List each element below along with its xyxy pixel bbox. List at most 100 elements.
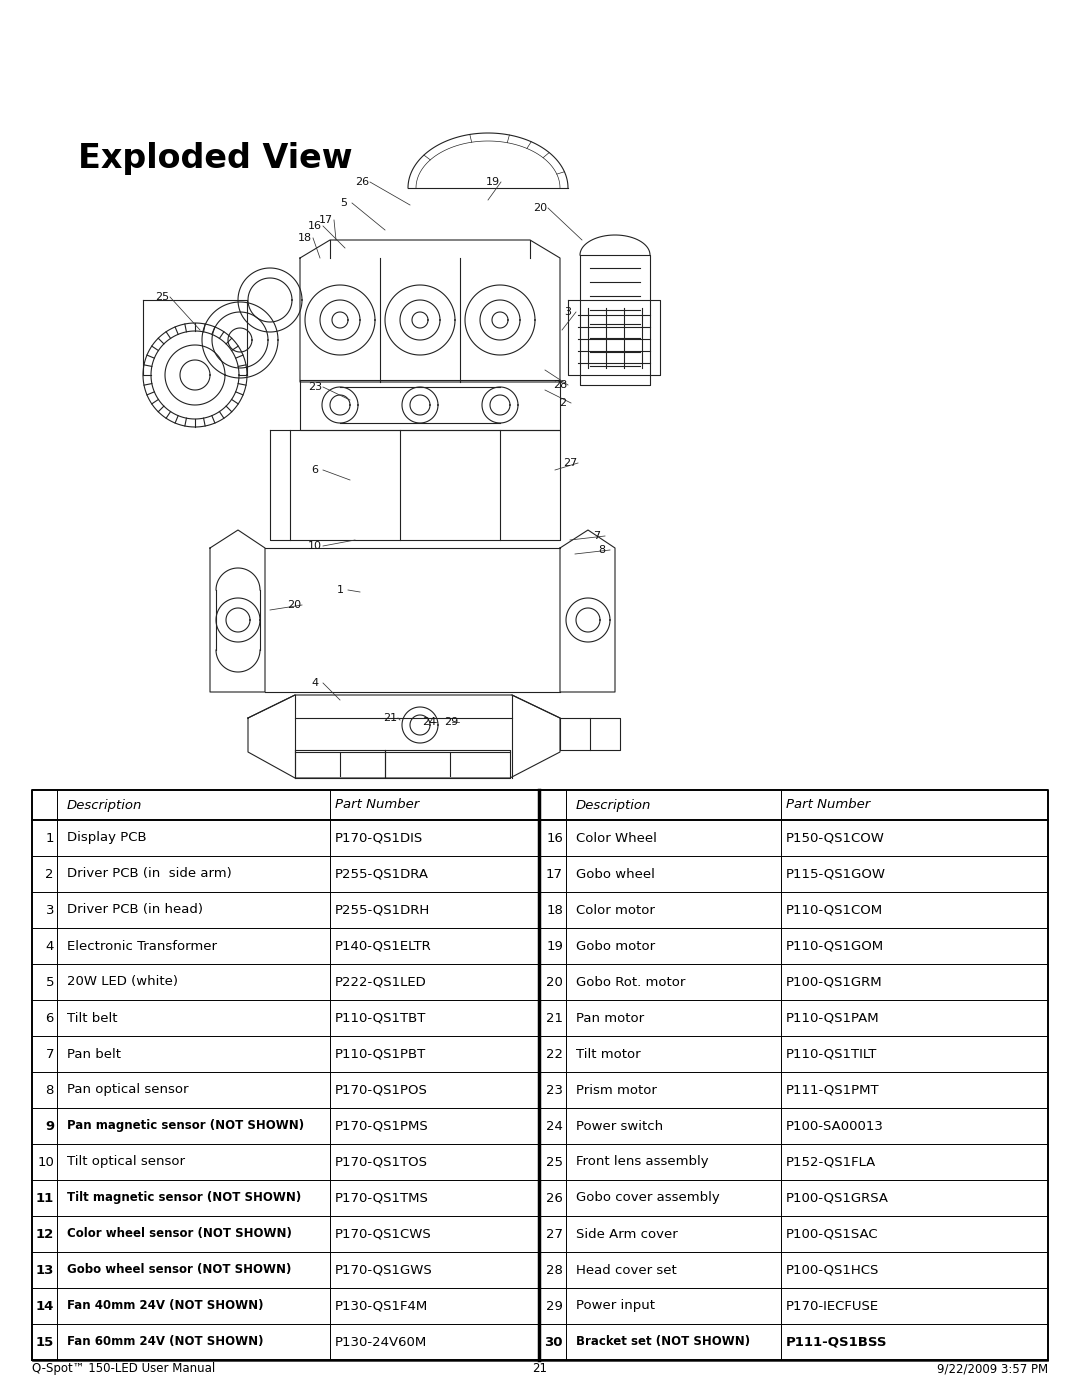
- Text: Power input: Power input: [576, 1299, 654, 1313]
- Text: Tilt motor: Tilt motor: [576, 1048, 640, 1060]
- Text: P110-QS1GOM: P110-QS1GOM: [786, 940, 885, 953]
- Text: P110-QS1PBT: P110-QS1PBT: [335, 1048, 427, 1060]
- Text: Description: Description: [576, 799, 651, 812]
- Text: 2: 2: [559, 398, 567, 408]
- Text: 5: 5: [45, 975, 54, 989]
- Text: Side Arm cover: Side Arm cover: [576, 1228, 678, 1241]
- Text: 20W LED (white): 20W LED (white): [67, 975, 178, 989]
- Text: 1: 1: [45, 831, 54, 845]
- Text: 11: 11: [36, 1192, 54, 1204]
- Text: 16: 16: [546, 831, 563, 845]
- Text: P150-QS1COW: P150-QS1COW: [786, 831, 885, 845]
- Text: 25: 25: [154, 292, 170, 302]
- Text: P170-QS1CWS: P170-QS1CWS: [335, 1228, 432, 1241]
- Text: 29: 29: [444, 717, 458, 726]
- Text: P170-QS1TOS: P170-QS1TOS: [335, 1155, 428, 1168]
- Text: 26: 26: [546, 1192, 563, 1204]
- Text: Driver PCB (in  side arm): Driver PCB (in side arm): [67, 868, 232, 880]
- Text: Gobo motor: Gobo motor: [576, 940, 656, 953]
- Text: Fan 60mm 24V (NOT SHOWN): Fan 60mm 24V (NOT SHOWN): [67, 1336, 264, 1348]
- Text: Driver PCB (in head): Driver PCB (in head): [67, 904, 203, 916]
- Text: Gobo cover assembly: Gobo cover assembly: [576, 1192, 719, 1204]
- Text: Gobo wheel sensor (NOT SHOWN): Gobo wheel sensor (NOT SHOWN): [67, 1263, 292, 1277]
- Text: P170-QS1GWS: P170-QS1GWS: [335, 1263, 433, 1277]
- Text: Color Wheel: Color Wheel: [576, 831, 657, 845]
- Text: 24: 24: [546, 1119, 563, 1133]
- Text: 17: 17: [319, 215, 333, 225]
- Text: 20: 20: [532, 203, 548, 212]
- Text: P255-QS1DRA: P255-QS1DRA: [335, 868, 429, 880]
- Text: 21: 21: [546, 1011, 563, 1024]
- Text: 18: 18: [298, 233, 312, 243]
- Text: 28: 28: [546, 1263, 563, 1277]
- Text: 10: 10: [37, 1155, 54, 1168]
- Text: Gobo Rot. motor: Gobo Rot. motor: [576, 975, 686, 989]
- Text: Exploded View: Exploded View: [78, 142, 353, 175]
- Text: P130-QS1F4M: P130-QS1F4M: [335, 1299, 429, 1313]
- Text: 7: 7: [45, 1048, 54, 1060]
- Text: Description: Description: [67, 799, 143, 812]
- Text: 30: 30: [544, 1336, 563, 1348]
- Text: Tilt belt: Tilt belt: [67, 1011, 118, 1024]
- Text: Q-Spot™ 150-LED User Manual: Q-Spot™ 150-LED User Manual: [32, 1362, 215, 1375]
- Text: P110-QS1TILT: P110-QS1TILT: [786, 1048, 877, 1060]
- Text: 18: 18: [546, 904, 563, 916]
- Text: 8: 8: [598, 545, 606, 555]
- Text: P100-QS1SAC: P100-QS1SAC: [786, 1228, 879, 1241]
- Text: Pan magnetic sensor (NOT SHOWN): Pan magnetic sensor (NOT SHOWN): [67, 1119, 305, 1133]
- Text: P222-QS1LED: P222-QS1LED: [335, 975, 427, 989]
- Text: 1: 1: [337, 585, 343, 595]
- Text: Pan motor: Pan motor: [576, 1011, 644, 1024]
- Text: 24: 24: [422, 717, 436, 726]
- Text: Bracket set (NOT SHOWN): Bracket set (NOT SHOWN): [576, 1336, 751, 1348]
- Text: 9: 9: [45, 1119, 54, 1133]
- Text: P111-QS1BSS: P111-QS1BSS: [786, 1336, 888, 1348]
- Text: P100-QS1GRSA: P100-QS1GRSA: [786, 1192, 889, 1204]
- Text: Power switch: Power switch: [576, 1119, 663, 1133]
- Text: 21: 21: [532, 1362, 548, 1375]
- Text: P255-QS1DRH: P255-QS1DRH: [335, 904, 430, 916]
- Text: P111-QS1PMT: P111-QS1PMT: [786, 1084, 879, 1097]
- Text: 19: 19: [546, 940, 563, 953]
- Text: P130-24V60M: P130-24V60M: [335, 1336, 428, 1348]
- Text: Tilt optical sensor: Tilt optical sensor: [67, 1155, 185, 1168]
- Text: 13: 13: [36, 1263, 54, 1277]
- Text: 17: 17: [546, 868, 563, 880]
- Text: Color wheel sensor (NOT SHOWN): Color wheel sensor (NOT SHOWN): [67, 1228, 292, 1241]
- Text: P170-QS1POS: P170-QS1POS: [335, 1084, 428, 1097]
- Text: 28: 28: [553, 380, 567, 390]
- Text: P170-QS1TMS: P170-QS1TMS: [335, 1192, 429, 1204]
- Text: 3: 3: [45, 904, 54, 916]
- Text: P110-QS1PAM: P110-QS1PAM: [786, 1011, 879, 1024]
- Text: 27: 27: [563, 458, 577, 468]
- Text: 12: 12: [36, 1228, 54, 1241]
- Text: Tilt magnetic sensor (NOT SHOWN): Tilt magnetic sensor (NOT SHOWN): [67, 1192, 301, 1204]
- Text: 22: 22: [546, 1048, 563, 1060]
- Text: 2: 2: [45, 868, 54, 880]
- Text: Part Number: Part Number: [786, 799, 870, 812]
- Text: Display PCB: Display PCB: [67, 831, 147, 845]
- Text: 23: 23: [546, 1084, 563, 1097]
- Text: 4: 4: [311, 678, 319, 687]
- Text: 14: 14: [36, 1299, 54, 1313]
- Text: Pan optical sensor: Pan optical sensor: [67, 1084, 189, 1097]
- Text: 21: 21: [383, 712, 397, 724]
- Text: 20: 20: [546, 975, 563, 989]
- Text: P170-IECFUSE: P170-IECFUSE: [786, 1299, 879, 1313]
- Text: P100-SA00013: P100-SA00013: [786, 1119, 883, 1133]
- Text: 23: 23: [308, 381, 322, 393]
- Text: 8: 8: [45, 1084, 54, 1097]
- Text: 7: 7: [593, 531, 600, 541]
- Text: 19: 19: [486, 177, 500, 187]
- Text: Prism motor: Prism motor: [576, 1084, 657, 1097]
- Text: Fan 40mm 24V (NOT SHOWN): Fan 40mm 24V (NOT SHOWN): [67, 1299, 264, 1313]
- Text: P100-QS1HCS: P100-QS1HCS: [786, 1263, 879, 1277]
- Text: P115-QS1GOW: P115-QS1GOW: [786, 868, 886, 880]
- Text: Color motor: Color motor: [576, 904, 654, 916]
- Text: P170-QS1PMS: P170-QS1PMS: [335, 1119, 429, 1133]
- Text: Part Number: Part Number: [335, 799, 419, 812]
- Text: 9/22/2009 3:57 PM: 9/22/2009 3:57 PM: [936, 1362, 1048, 1375]
- Text: P110-QS1COM: P110-QS1COM: [786, 904, 883, 916]
- Text: P100-QS1GRM: P100-QS1GRM: [786, 975, 882, 989]
- Text: Electronic Transformer: Electronic Transformer: [67, 940, 217, 953]
